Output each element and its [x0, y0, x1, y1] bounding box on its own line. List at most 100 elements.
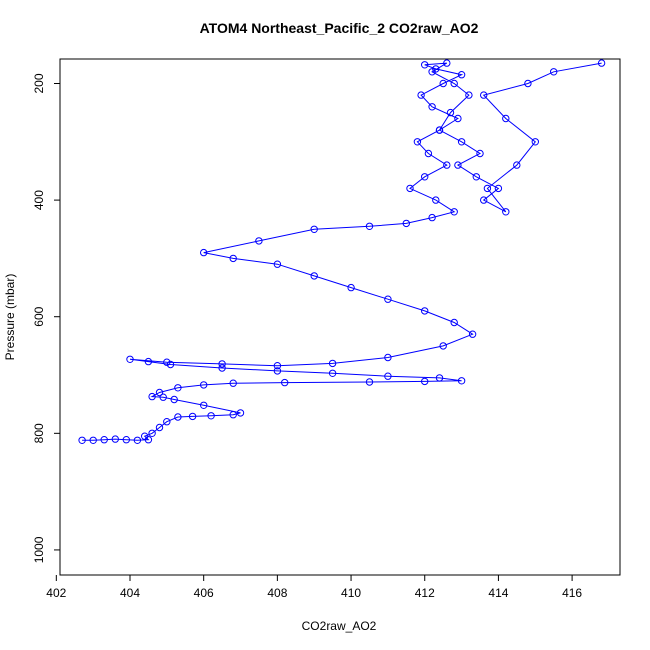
data-point: [218, 360, 226, 368]
data-point: [365, 222, 374, 231]
x-tick-label: 414: [488, 586, 508, 600]
data-point: [435, 126, 444, 134]
data-point: [402, 219, 410, 228]
data-point: [502, 114, 510, 123]
y-tick-label: 200: [32, 73, 46, 93]
data-point: [170, 395, 178, 404]
x-tick-label: 410: [341, 586, 361, 600]
data-point: [421, 61, 429, 69]
data-point: [597, 59, 606, 67]
data-point: [468, 330, 477, 338]
data-point: [406, 184, 414, 193]
data-point: [273, 367, 282, 375]
data-point: [476, 149, 484, 158]
data-point: [421, 377, 429, 386]
data-point: [174, 384, 182, 392]
data-point: [78, 436, 86, 444]
data-point: [435, 374, 444, 382]
data-point: [236, 409, 245, 417]
data-point: [450, 208, 458, 216]
data-point: [457, 138, 466, 146]
data-point: [424, 149, 433, 158]
data-point: [428, 68, 436, 76]
data-point: [483, 184, 492, 193]
data-point: [494, 184, 503, 193]
data-point: [531, 138, 539, 146]
y-tick-label: 800: [32, 423, 46, 443]
data-point: [480, 196, 488, 204]
x-tick-label: 416: [562, 586, 582, 600]
data-point: [174, 413, 182, 421]
series-layer: [78, 59, 606, 444]
data-point: [502, 208, 510, 216]
data-point: [513, 161, 521, 169]
data-point: [200, 248, 208, 257]
data-point: [218, 364, 226, 372]
data-point: [207, 412, 215, 420]
data-point: [200, 381, 208, 389]
data-point: [229, 379, 237, 387]
data-point: [428, 103, 436, 111]
y-tick-label: 400: [32, 190, 46, 210]
data-point: [229, 254, 237, 263]
data-point: [188, 412, 197, 421]
data-point: [148, 392, 156, 401]
data-point: [384, 295, 392, 303]
plot-frame: [59, 58, 621, 576]
data-point: [450, 318, 458, 327]
series-line: [82, 62, 602, 441]
y-tick-label: 600: [32, 306, 46, 326]
data-point: [310, 272, 318, 280]
data-point: [480, 91, 488, 99]
data-point: [443, 161, 451, 169]
data-point: [148, 429, 156, 437]
data-point: [144, 357, 153, 366]
data-point: [166, 360, 175, 369]
data-point: [413, 138, 422, 146]
data-point: [281, 378, 289, 387]
data-point: [421, 173, 429, 181]
data-point: [472, 173, 480, 181]
data-point: [163, 418, 171, 426]
data-point: [432, 196, 440, 204]
x-axis: 402 404 406 408 410 412 414 416: [46, 575, 582, 600]
data-point: [200, 401, 208, 409]
data-point: [421, 307, 429, 315]
data-point: [457, 377, 466, 385]
data-point: [439, 79, 447, 88]
data-point: [163, 358, 171, 366]
data-point: [417, 91, 425, 99]
data-point: [155, 388, 164, 397]
data-point: [159, 393, 167, 401]
data-point: [384, 372, 392, 380]
data-point: [454, 114, 462, 123]
x-axis-title: CO2raw_AO2: [302, 619, 377, 633]
chart-title: ATOM4 Northeast_Pacific_2 CO2raw_AO2: [200, 20, 479, 36]
x-tick-label: 412: [415, 586, 435, 600]
data-point: [347, 283, 355, 292]
data-point: [365, 378, 374, 386]
data-point: [111, 435, 120, 443]
data-point: [273, 362, 282, 370]
x-tick-label: 408: [267, 586, 287, 600]
data-point: [89, 436, 97, 444]
data-point: [524, 79, 532, 88]
data-point: [255, 237, 263, 245]
y-tick-label: 1000: [32, 536, 46, 563]
data-point: [428, 213, 436, 222]
data-point: [550, 68, 558, 76]
data-point: [273, 260, 282, 268]
data-point: [328, 359, 337, 368]
x-tick-label: 406: [194, 586, 214, 600]
data-point: [446, 108, 455, 117]
data-point: [133, 436, 142, 444]
data-point: [450, 79, 458, 88]
data-point: [126, 355, 134, 363]
data-point: [122, 436, 131, 444]
data-point: [155, 423, 164, 432]
y-axis: 200 400 600 800 1000: [32, 73, 60, 563]
data-point: [328, 369, 337, 377]
data-point: [465, 91, 473, 99]
x-tick-label: 404: [120, 586, 140, 600]
